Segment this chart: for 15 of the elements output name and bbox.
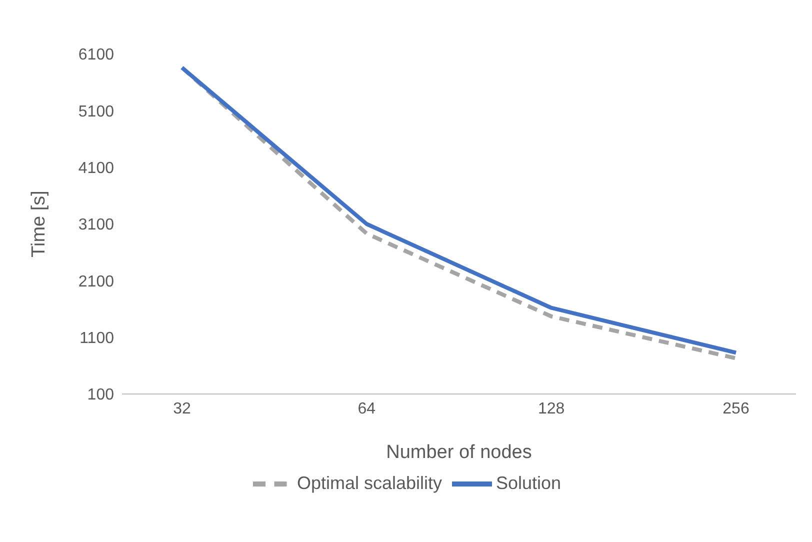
- y-tick-label: 6100: [78, 46, 114, 64]
- legend-label: Solution: [496, 472, 562, 493]
- y-tick-label: 5100: [78, 103, 114, 120]
- y-tick-label: 3100: [78, 216, 114, 234]
- x-tick-label: 256: [722, 400, 750, 418]
- x-tick-label: 64: [358, 400, 376, 418]
- x-tick-label: 32: [173, 400, 191, 418]
- x-axis-title: Number of nodes: [386, 442, 532, 463]
- y-tick-label: 4100: [78, 160, 114, 178]
- y-tick-label: 1100: [80, 330, 114, 348]
- x-tick-label: 128: [538, 400, 565, 418]
- y-tick-label: 100: [87, 386, 114, 404]
- legend-label: Optimal scalability: [296, 472, 442, 493]
- y-axis-title: Time [s]: [28, 190, 50, 258]
- y-tick-label: 2100: [78, 273, 114, 290]
